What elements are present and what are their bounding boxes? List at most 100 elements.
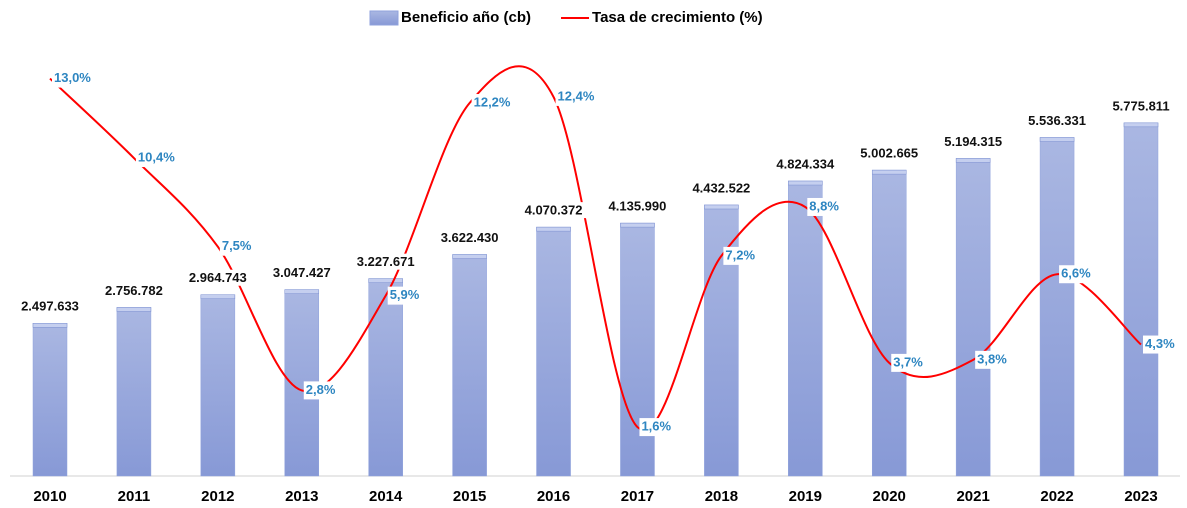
bar xyxy=(1123,122,1159,477)
bar-cap xyxy=(368,278,403,283)
x-tick-label: 2019 xyxy=(789,488,822,505)
label-bg xyxy=(387,286,430,305)
line-value-label: 3,7% xyxy=(893,354,923,369)
line-value-label: 2,8% xyxy=(306,382,336,397)
bar-label-group: 2.497.633 xyxy=(13,298,87,315)
label-bg xyxy=(52,69,94,88)
bar-cap xyxy=(788,180,823,186)
bar-label-group: 4.824.334 xyxy=(768,156,843,173)
label-bg xyxy=(13,298,87,315)
label-bg xyxy=(471,94,514,113)
label-bg xyxy=(891,353,934,372)
bar-label-group: 3.227.671 xyxy=(348,253,423,270)
line-value-label: 7,5% xyxy=(222,238,252,253)
bar-value-label: 3.047.427 xyxy=(273,265,331,280)
bar-label-group: 3.047.427 xyxy=(264,264,339,281)
label-bg xyxy=(348,253,423,270)
label-bg xyxy=(96,282,171,299)
x-tick-label: 2017 xyxy=(621,488,654,505)
x-tick-label: 2011 xyxy=(118,488,151,505)
x-tick-label: 2014 xyxy=(369,488,403,505)
bar xyxy=(704,204,739,477)
bar-label-group: 5.002.665 xyxy=(852,145,927,162)
bar-cap xyxy=(536,226,571,232)
line-value-label: 10,4% xyxy=(138,149,175,164)
bar-value-label: 4.824.334 xyxy=(776,156,835,171)
label-bg xyxy=(264,264,339,281)
bar xyxy=(620,222,655,477)
label-bg xyxy=(516,202,591,219)
x-tick-label: 2013 xyxy=(285,488,318,505)
label-bg xyxy=(936,133,1011,150)
label-bg xyxy=(180,269,255,286)
bar-label-group: 4.070.372 xyxy=(516,202,591,219)
bar xyxy=(32,323,68,477)
line-value-label: 6,6% xyxy=(1061,266,1091,281)
bar-cap xyxy=(32,323,68,328)
bar xyxy=(955,158,991,477)
line-value-label: 1,6% xyxy=(641,419,671,434)
line-value-label: 4,3% xyxy=(1145,336,1175,351)
bar xyxy=(871,169,907,477)
label-bg xyxy=(1104,97,1178,114)
line-value-label: 12,4% xyxy=(558,88,595,103)
label-bg xyxy=(852,145,927,162)
label-bg xyxy=(807,197,850,216)
bar-cap xyxy=(116,307,152,312)
bar-value-label: 4.432.522 xyxy=(692,180,750,195)
bar-value-label: 5.536.331 xyxy=(1028,113,1086,128)
bar-cap xyxy=(452,254,487,259)
bar-label-group: 4.135.990 xyxy=(600,198,675,215)
legend-label: Beneficio año (cb) xyxy=(401,9,531,26)
bar-value-label: 5.194.315 xyxy=(944,134,1002,149)
label-bg xyxy=(432,229,507,246)
bar-value-label: 3.227.671 xyxy=(357,254,415,269)
bar-value-label: 4.070.372 xyxy=(525,203,583,218)
bar-cap xyxy=(1123,122,1159,128)
bar-cap xyxy=(871,169,907,175)
label-bg xyxy=(723,246,766,265)
bar xyxy=(536,226,571,477)
x-tick-label: 2023 xyxy=(1124,488,1157,505)
label-bg xyxy=(684,179,759,196)
x-tick-label: 2016 xyxy=(537,488,570,505)
bar-value-label: 2.497.633 xyxy=(21,299,79,314)
line xyxy=(49,65,1142,431)
bar-cap xyxy=(284,289,320,294)
bar-cap xyxy=(704,204,739,210)
line-value-label: 8,8% xyxy=(809,198,839,213)
bar-label-group: 2.964.743 xyxy=(180,269,255,286)
line-value-label: 12,2% xyxy=(474,94,511,109)
label-bg xyxy=(975,350,1018,369)
x-tick-label: 2022 xyxy=(1040,488,1073,505)
label-bg xyxy=(303,381,346,400)
bar-value-label: 3.622.430 xyxy=(441,230,499,245)
bar xyxy=(788,180,823,477)
label-bg xyxy=(1020,112,1095,129)
bar-value-label: 2.756.782 xyxy=(105,283,163,298)
x-tick-label: 2015 xyxy=(453,488,486,505)
bar-value-label: 5.775.811 xyxy=(1112,98,1169,113)
bar-label-group: 5.194.315 xyxy=(936,133,1011,150)
bar-label-group: 4.432.522 xyxy=(684,179,759,196)
bar-cap xyxy=(1039,137,1075,142)
label-bg xyxy=(555,87,598,106)
legend-label: Tasa de crecimiento (%) xyxy=(592,9,763,26)
bar-value-label: 2.964.743 xyxy=(189,270,247,285)
bar-label-group: 5.775.811 xyxy=(1104,97,1178,114)
legend-swatch xyxy=(369,10,399,26)
bar xyxy=(116,307,152,477)
line-value-label: 13,0% xyxy=(54,70,91,85)
bar xyxy=(368,278,403,477)
bar-cap xyxy=(955,158,991,163)
line-value-label: 3,8% xyxy=(977,351,1007,366)
x-tick-label: 2012 xyxy=(201,488,234,505)
bar xyxy=(1039,137,1075,477)
x-tick-label: 2018 xyxy=(705,488,738,505)
x-tick-label: 2020 xyxy=(873,488,906,505)
label-bg xyxy=(135,149,178,168)
bar-label-group: 3.622.430 xyxy=(432,229,507,246)
bar-cap xyxy=(620,222,655,228)
label-bg xyxy=(768,156,843,173)
